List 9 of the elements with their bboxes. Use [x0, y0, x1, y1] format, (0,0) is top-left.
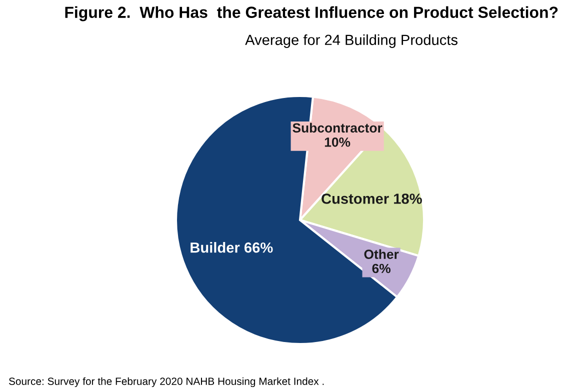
- data-label: 10%: [324, 137, 350, 147]
- source-note: Source: Survey for the February 2020 NAHB Housing Market Index .: [8, 377, 324, 388]
- slice-label: Builder 66%: [190, 242, 273, 253]
- slice-label: Other: [364, 249, 399, 259]
- chart-subtitle: Average for 24 Building Products: [245, 34, 458, 48]
- data-label: 6%: [372, 264, 391, 274]
- chart-title: Figure 2. Who Has the Greatest Influence on Product Selection?: [65, 6, 558, 22]
- slice-label: Subcontractor: [292, 122, 382, 133]
- slice-label: Customer 18%: [322, 194, 422, 204]
